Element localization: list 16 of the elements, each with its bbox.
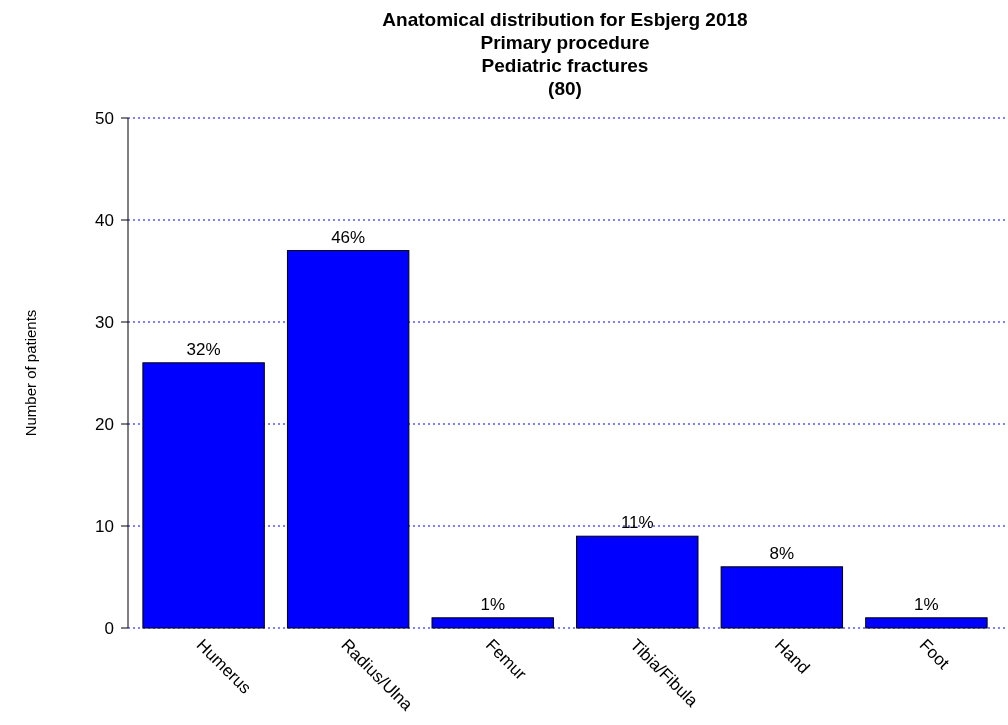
chart-title: Anatomical distribution for Esbjerg 2018 Primary procedure Pediatric fractures (80) [382, 9, 748, 99]
annotation: 32% [186, 339, 221, 359]
bar [142, 362, 265, 629]
y-tick-label: 10 [95, 517, 114, 536]
annotation: 1% [480, 594, 506, 614]
annotation: 8% [769, 543, 795, 563]
bar [286, 250, 410, 629]
y-tick-label: 40 [95, 211, 114, 230]
y-tick-label: 0 [104, 619, 114, 638]
y-tick-label: 20 [95, 415, 114, 434]
y-axis-title: Number of patients [22, 309, 39, 437]
annotation: 46% [331, 227, 366, 247]
y-tick-label: 30 [95, 313, 114, 332]
y-tick-label: 50 [95, 109, 114, 128]
annotation: 11% [620, 513, 654, 533]
annotation: 1% [914, 594, 939, 614]
